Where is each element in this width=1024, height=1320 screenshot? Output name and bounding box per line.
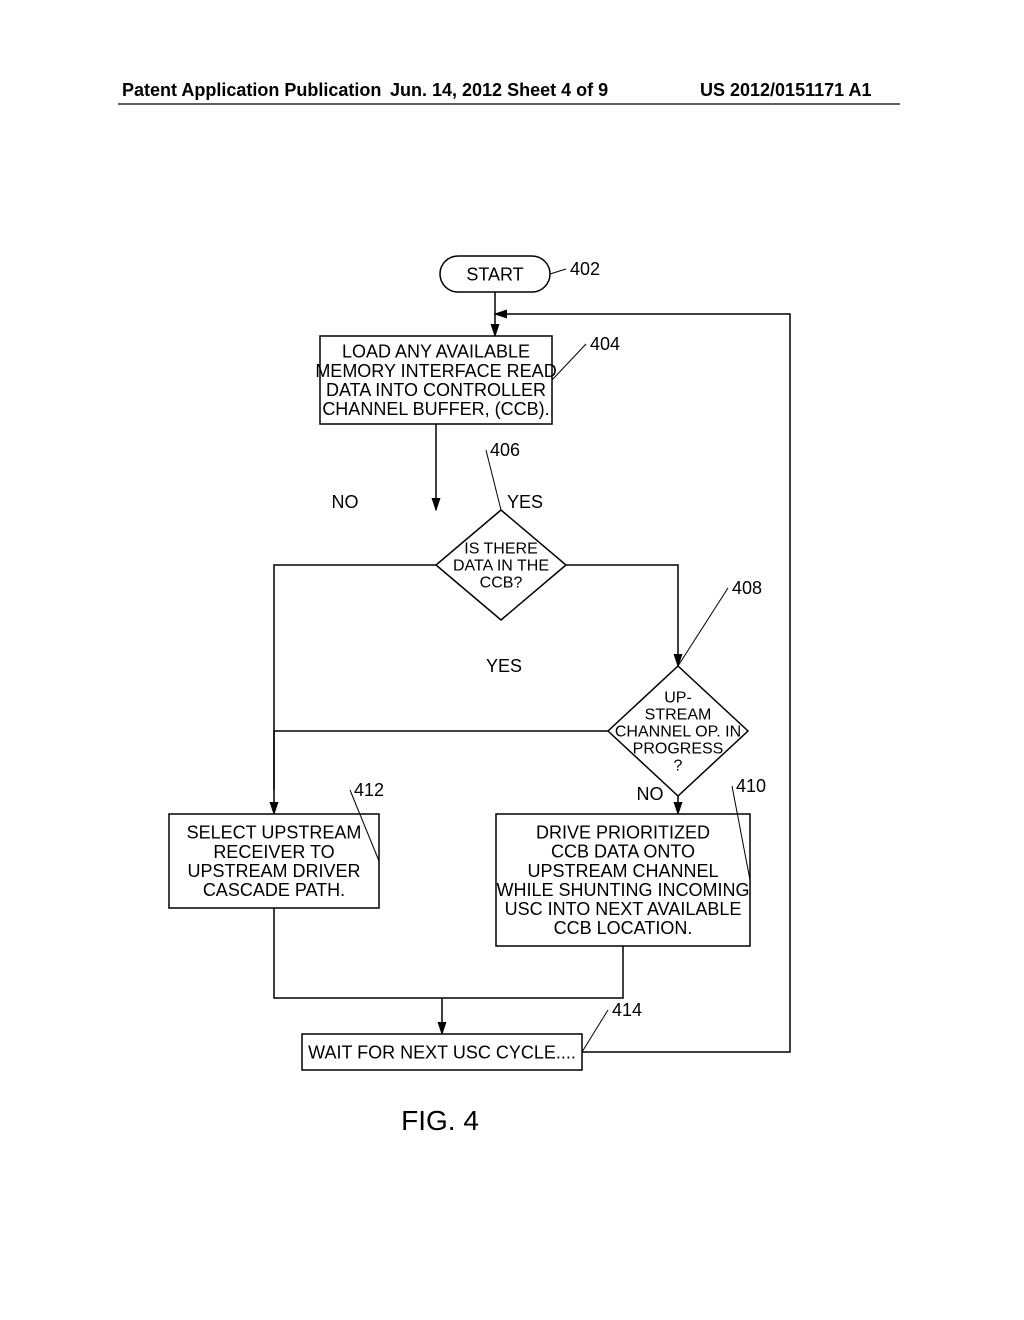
svg-text:412: 412 <box>354 780 384 800</box>
svg-text:NO: NO <box>332 492 359 512</box>
svg-text:404: 404 <box>590 334 620 354</box>
svg-text:NO: NO <box>637 784 664 804</box>
svg-text:414: 414 <box>612 1000 642 1020</box>
svg-text:SELECT UPSTREAMRECEIVER TOUPST: SELECT UPSTREAMRECEIVER TOUPSTREAM DRIVE… <box>187 823 362 900</box>
svg-text:START: START <box>466 264 523 284</box>
svg-text:406: 406 <box>490 440 520 460</box>
svg-text:YES: YES <box>486 656 522 676</box>
page: Patent Application Publication Jun. 14, … <box>0 0 1024 1320</box>
svg-text:410: 410 <box>736 776 766 796</box>
flowchart-svg: START LOAD ANY AVAILABLEMEMORY INTERFACE … <box>0 0 1024 1320</box>
svg-text:402: 402 <box>570 259 600 279</box>
svg-text:FIG. 4: FIG. 4 <box>401 1105 479 1136</box>
svg-text:WAIT FOR NEXT USC CYCLE....: WAIT FOR NEXT USC CYCLE.... <box>308 1042 576 1062</box>
svg-text:LOAD ANY AVAILABLEMEMORY INTER: LOAD ANY AVAILABLEMEMORY INTERFACE READD… <box>315 342 556 419</box>
svg-text:YES: YES <box>507 492 543 512</box>
svg-text:408: 408 <box>732 578 762 598</box>
svg-text:UP-STREAMCHANNEL OP. INPROGRES: UP-STREAMCHANNEL OP. INPROGRESS? <box>615 690 741 775</box>
